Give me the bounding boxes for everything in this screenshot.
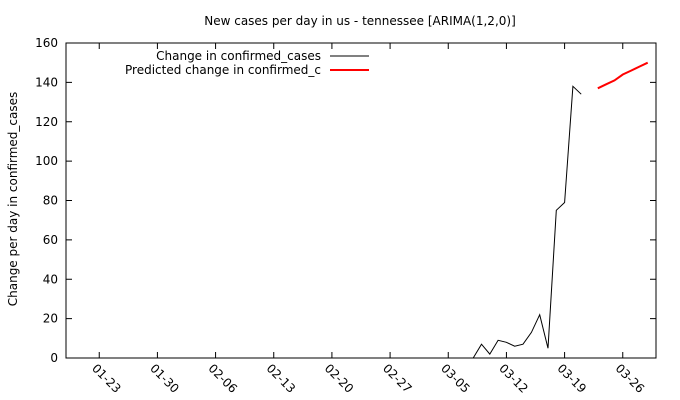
x-tick-label: 01-30	[147, 361, 182, 396]
series-line-actual	[472, 85, 582, 359]
y-axis: 0 20 40 60 80 100 120 140 160	[35, 36, 656, 365]
y-tick-label: 120	[35, 115, 58, 129]
y-axis-label: Change per day in confirmed_cases	[6, 92, 20, 307]
chart-title: New cases per day in us - tennessee [ARI…	[204, 14, 516, 28]
y-tick-label: 160	[35, 36, 58, 50]
y-tick-label: 140	[35, 75, 58, 89]
y-tick-label: 0	[50, 351, 58, 365]
series-layer	[472, 61, 649, 359]
x-tick-label: 03-05	[438, 361, 473, 396]
x-tick-label: 03-26	[613, 361, 648, 396]
plot-frame	[65, 42, 657, 359]
y-tick-label: 100	[35, 154, 58, 168]
x-axis: 01-23 01-30 02-06 02-13 02-20 02-27 03-05 03-12…	[89, 43, 647, 396]
legend-label: Change in confirmed_cases	[156, 49, 321, 63]
x-tick-label: 03-12	[496, 361, 531, 396]
x-tick-label: 02-27	[380, 361, 415, 396]
x-tick-label: 03-19	[554, 361, 589, 396]
y-tick-label: 80	[43, 194, 58, 208]
y-tick-label: 40	[43, 272, 58, 286]
x-tick-label: 01-23	[89, 361, 124, 396]
legend-label: Predicted change in confirmed_c	[125, 63, 321, 77]
y-tick-label: 60	[43, 233, 58, 247]
series-line-predicted	[597, 61, 649, 90]
y-tick-label: 20	[43, 312, 58, 326]
x-tick-label: 02-06	[205, 361, 240, 396]
x-tick-label: 02-13	[264, 361, 299, 396]
x-tick-label: 02-20	[322, 361, 357, 396]
